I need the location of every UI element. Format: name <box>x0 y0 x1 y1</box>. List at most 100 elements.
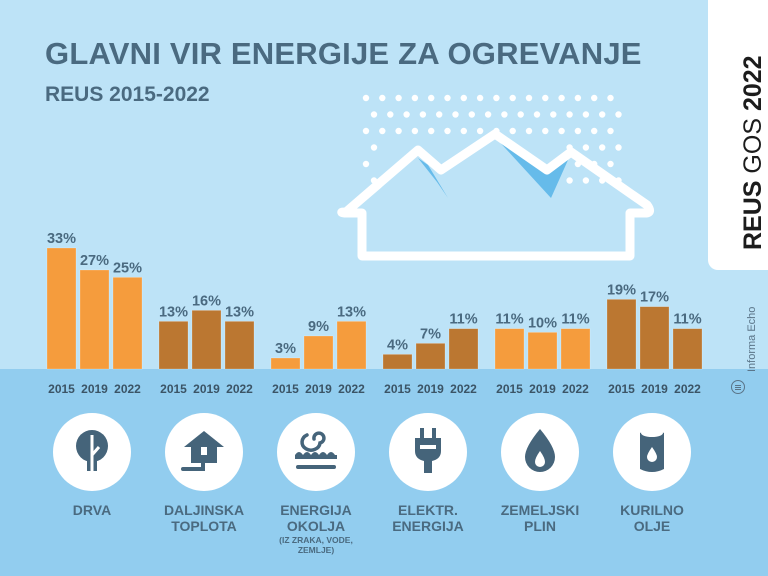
bar-group: 33% 2015 27% 2019 25% 2022 <box>46 231 143 396</box>
bar-value-label: 3% <box>275 341 296 357</box>
dot <box>566 177 573 184</box>
category-label: DALJINSKA TOPLOTA <box>144 502 264 534</box>
oil-barrel-icon <box>613 413 691 491</box>
year-tick-label: 2019 <box>417 382 444 396</box>
dot <box>411 94 419 102</box>
dot <box>607 127 614 135</box>
bar-value-label: 9% <box>308 319 329 335</box>
category-label-line: DRVA <box>72 502 112 518</box>
dot <box>550 111 557 118</box>
bar <box>303 335 334 370</box>
tree-icon <box>53 413 131 491</box>
dot <box>509 94 516 102</box>
category-label: DRVA <box>32 502 152 518</box>
year-tick-label: 2022 <box>226 382 253 396</box>
side-tab <box>708 0 768 270</box>
dot <box>370 111 378 118</box>
year-tick-label: 2015 <box>272 382 299 396</box>
bar-value-label: 17% <box>640 290 669 306</box>
dot <box>599 111 606 118</box>
year-tick-label: 2015 <box>48 382 75 396</box>
house-outline <box>337 129 655 261</box>
dot <box>607 160 614 168</box>
bar <box>112 277 143 370</box>
dot <box>362 160 370 168</box>
bar-value-label: 11% <box>673 312 701 328</box>
year-tick-label: 2022 <box>450 382 477 396</box>
dot <box>574 127 582 135</box>
dot <box>476 94 484 102</box>
bar <box>448 328 479 370</box>
category-label-line: DALJINSKA <box>163 502 245 518</box>
dot <box>428 94 435 102</box>
bar-value-label: 11% <box>449 312 477 328</box>
bar-value-label: 7% <box>420 326 441 342</box>
dot <box>428 127 435 135</box>
roof-shadow-right <box>495 137 568 198</box>
bar <box>158 321 189 370</box>
gas-drop-icon <box>501 413 579 491</box>
ambient-energy-spiral-icon <box>277 413 355 491</box>
bar <box>415 343 446 370</box>
year-tick-label: 2019 <box>193 382 220 396</box>
dot <box>542 94 549 102</box>
bar <box>270 357 301 370</box>
bar <box>382 354 413 370</box>
dot <box>566 111 573 118</box>
dot <box>615 111 622 118</box>
dot <box>403 111 410 118</box>
bar-value-label: 4% <box>387 337 408 353</box>
category-label-line: OLJE <box>633 518 671 534</box>
year-tick-label: 2015 <box>384 382 411 396</box>
dot <box>362 127 370 135</box>
dot <box>493 94 500 102</box>
category-label-line: ENERGIJA <box>280 502 352 518</box>
bar <box>336 321 367 370</box>
category-label: ENERGIJA OKOLJA (IZ ZRAKA, VODE, ZEMLJE) <box>256 502 376 555</box>
dot <box>476 127 484 135</box>
category-label-line: ENERGIJA <box>392 518 464 534</box>
year-tick-label: 2022 <box>114 382 141 396</box>
category-label: ELEKTR. ENERGIJA <box>368 502 488 534</box>
year-tick-label: 2019 <box>529 382 556 396</box>
informa-echo-logo-icon <box>731 380 745 394</box>
year-tick-label: 2015 <box>608 382 635 396</box>
category-label-line: PLIN <box>524 518 556 534</box>
year-tick-label: 2015 <box>160 382 187 396</box>
bar <box>606 299 637 370</box>
bar <box>79 269 110 370</box>
category-label-line: OKOLJA <box>286 518 346 534</box>
category-label-line: TOPLOTA <box>171 518 237 534</box>
dot <box>582 177 590 184</box>
dot <box>542 127 549 135</box>
category-label-line: ZEMELJSKI <box>500 502 580 518</box>
bar <box>494 328 525 370</box>
bar-value-label: 16% <box>192 293 221 309</box>
dot <box>411 127 419 135</box>
dot <box>484 111 492 118</box>
year-tick-label: 2019 <box>81 382 108 396</box>
dot <box>370 144 378 151</box>
category-note-line: ZEMLJE) <box>297 545 335 555</box>
category-note-line: (IZ ZRAKA, VODE, <box>279 535 353 545</box>
category-label-line: ELEKTR. <box>398 502 458 518</box>
dot <box>395 94 402 102</box>
dot <box>460 127 467 135</box>
electric-plug-icon <box>389 413 467 491</box>
year-tick-label: 2022 <box>562 382 589 396</box>
category-label: ZEMELJSKI PLIN <box>480 502 600 534</box>
dot <box>558 94 565 102</box>
bar <box>639 306 670 370</box>
bar-value-label: 33% <box>47 231 76 247</box>
district-heating-house-icon <box>165 413 243 491</box>
bar-group: 13% 2015 16% 2019 13% 2022 <box>158 293 255 396</box>
dot <box>582 144 590 151</box>
year-tick-label: 2019 <box>305 382 332 396</box>
dot <box>525 127 533 135</box>
category-label: KURILNO OLJE <box>592 502 712 534</box>
year-tick-label: 2022 <box>338 382 365 396</box>
year-tick-label: 2015 <box>496 382 523 396</box>
